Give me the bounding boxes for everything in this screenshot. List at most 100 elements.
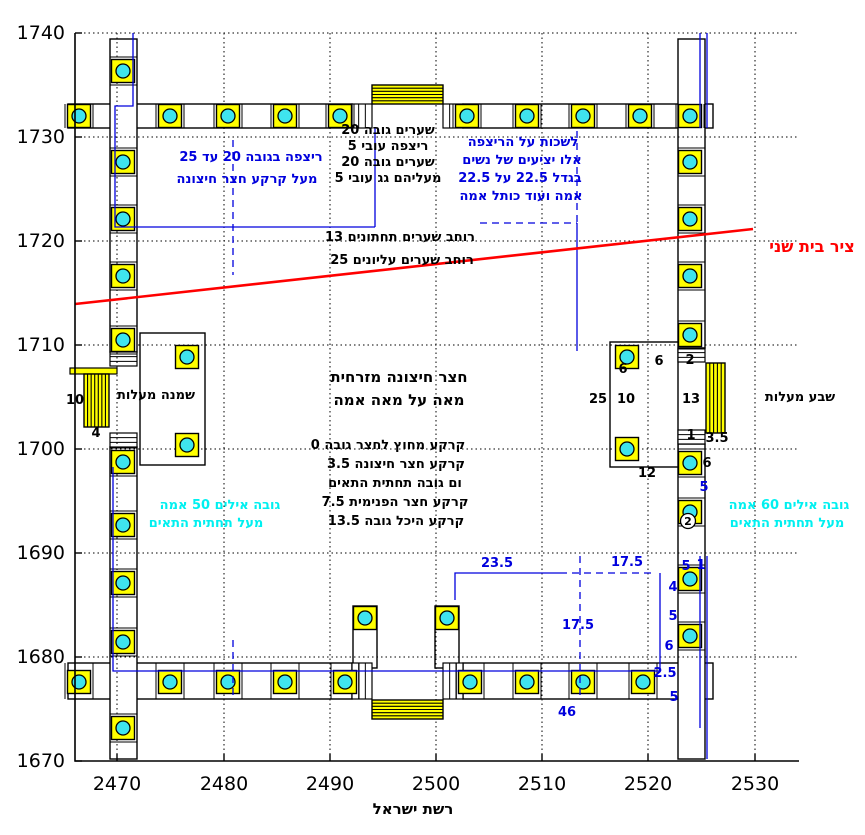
- pillar-column-dot: [682, 268, 698, 284]
- pillar-column-dot: [337, 674, 353, 690]
- annotation-text: ‫מעליהם גג עובי 5‬: [335, 171, 442, 186]
- y-tick-label: 1710: [17, 334, 65, 356]
- pillar-column-dot: [162, 674, 178, 690]
- pillar-column-dot: [519, 674, 535, 690]
- second-temple-axis-line: [74, 227, 754, 306]
- pillar-column-dot: [462, 674, 478, 690]
- pillar-column-dot: [220, 674, 236, 690]
- west-gate-stairs: [83, 373, 110, 428]
- wall-segment: [109, 446, 138, 760]
- annotation-text: ‫חצר חיצונה מזרחית‬: [330, 368, 467, 386]
- annotation-text: ‫לשכות על הריצפה‬: [468, 135, 579, 150]
- annotation-text: ‫קרקע חצר חיצונה 3.5‬: [327, 457, 465, 472]
- east-gate-stairs: [705, 362, 726, 434]
- pillar-column-dot: [519, 108, 535, 124]
- pillar-column-dot: [682, 108, 698, 124]
- annotation-text: ‫גובה אילים 60 אמה‬: [729, 498, 850, 513]
- annotation-text: 4: [668, 580, 677, 595]
- annotation-text: 2: [685, 353, 694, 368]
- pillar-column-dot: [682, 211, 698, 227]
- pillar-column-dot: [71, 674, 87, 690]
- annotation-text: 1: [686, 428, 695, 443]
- pillar-column-dot: [115, 517, 131, 533]
- blue-measure-line: [112, 467, 661, 672]
- annotation-text: ‫בגדל 22.5 על 22.5‬: [458, 171, 582, 186]
- annotation-text: 6: [702, 456, 711, 471]
- pillar-column-dot: [459, 108, 475, 124]
- x-tick-label: 2510: [518, 773, 566, 795]
- annotation-text: ‫קרקע חצר הפנימית 7.5‬: [322, 495, 469, 510]
- y-tick-label: 1680: [17, 646, 65, 668]
- pillar-column-dot: [115, 454, 131, 470]
- y-tick-label: 1670: [17, 750, 65, 772]
- gate-threshold: [677, 347, 706, 363]
- annotation-text: 25: [589, 392, 607, 407]
- pillar-column-dot: [682, 628, 698, 644]
- annotation-text: 4: [91, 426, 100, 441]
- pillar-column-dot: [115, 154, 131, 170]
- pillar-column-dot: [682, 327, 698, 343]
- annotation-text: 1: [696, 558, 705, 573]
- x-axis-title: ‫רשת ישראל‬: [373, 800, 454, 818]
- annotation-text: 6: [654, 354, 663, 369]
- annotation-text: ‫קרקע היכל גובה 13.5‬: [328, 514, 464, 529]
- annotation-text: ‫שמנה מעלות‬: [117, 388, 195, 403]
- annotation-text: 12: [638, 466, 656, 481]
- pillar-column-dot: [332, 108, 348, 124]
- annotation-text: 6: [618, 362, 627, 377]
- annotation-text: ‫אמה ועוד כותל אמה‬: [460, 189, 583, 204]
- annotation-text: ‫אלו יציעים של נשים‬: [462, 153, 581, 168]
- pillar-column-dot: [682, 154, 698, 170]
- annotation-text: ‫גובה אילים 50 אמה‬: [160, 498, 281, 513]
- pillar-column-dot: [277, 108, 293, 124]
- annotation-text: ‫מעל תחתית התאים‬: [149, 516, 264, 531]
- pillar-column-dot: [115, 332, 131, 348]
- pillar-column-dot: [619, 349, 635, 365]
- pillar-column-dot: [575, 108, 591, 124]
- annotation-text: ‫שבע מעלות‬: [765, 390, 835, 405]
- annotation-text: ‫ציר בית שני‬: [769, 237, 854, 256]
- pillar-column-dot: [179, 349, 195, 365]
- pillar-column-dot: [439, 610, 455, 626]
- circled-number-label: 2: [684, 515, 692, 528]
- pillar-column-dot: [115, 63, 131, 79]
- annotation-text: 17.5: [562, 618, 594, 633]
- pillar-column-dot: [575, 674, 591, 690]
- x-tick-label: 2490: [306, 773, 354, 795]
- annotation-text: ‫רוחב שערים עליונים 25‬: [330, 253, 474, 268]
- blue-measure-line: [114, 33, 375, 228]
- annotation-text: 10: [617, 392, 635, 407]
- y-tick-label: 1700: [17, 438, 65, 460]
- annotation-text: ‫ריצפה בגובה 20 עד 25‬: [179, 150, 322, 165]
- y-tick-label: 1690: [17, 542, 65, 564]
- gate-threshold: [109, 432, 138, 448]
- annotation-text: 13: [682, 392, 700, 407]
- annotation-text: 3.5: [705, 431, 728, 446]
- pillar-column-dot: [115, 720, 131, 736]
- pillar-column-dot: [357, 610, 373, 626]
- annotation-text: 23.5: [481, 556, 513, 571]
- wall-segment: [677, 38, 706, 349]
- y-tick-label: 1720: [17, 230, 65, 252]
- pillar-column-dot: [179, 437, 195, 453]
- annotation-text: ‫ום גובה תחתית התאים‬: [328, 476, 462, 491]
- pillar-column-dot: [682, 455, 698, 471]
- y-tick-label: 1740: [17, 22, 65, 44]
- pillar-column-dot: [635, 674, 651, 690]
- annotation-text: 5: [681, 559, 690, 574]
- annotation-text: ‫מעל קרקע חצר חיצונה‬: [177, 172, 318, 187]
- annotation-text: ‫שערים גובה 20‬: [341, 155, 435, 170]
- annotation-text: ‫קרקע מחוץ לחצר גובה 0‬: [311, 438, 465, 453]
- annotation-text: ‫מעל תחתית התאים‬: [730, 516, 845, 531]
- pillar-column-dot: [619, 441, 635, 457]
- annotation-text: 6: [664, 639, 673, 654]
- blue-measure-line: [454, 572, 560, 600]
- annotation-text: 5: [669, 690, 678, 705]
- pillar-column-dot: [632, 108, 648, 124]
- circled-number-marker: [679, 512, 697, 530]
- pillar-column-dot: [682, 571, 698, 587]
- gate-threshold: [677, 429, 706, 445]
- annotation-text: 17.5: [611, 555, 643, 570]
- annotation-text: ‫ריצפה עובי 5‬: [348, 139, 429, 154]
- y-tick-label: 1730: [17, 126, 65, 148]
